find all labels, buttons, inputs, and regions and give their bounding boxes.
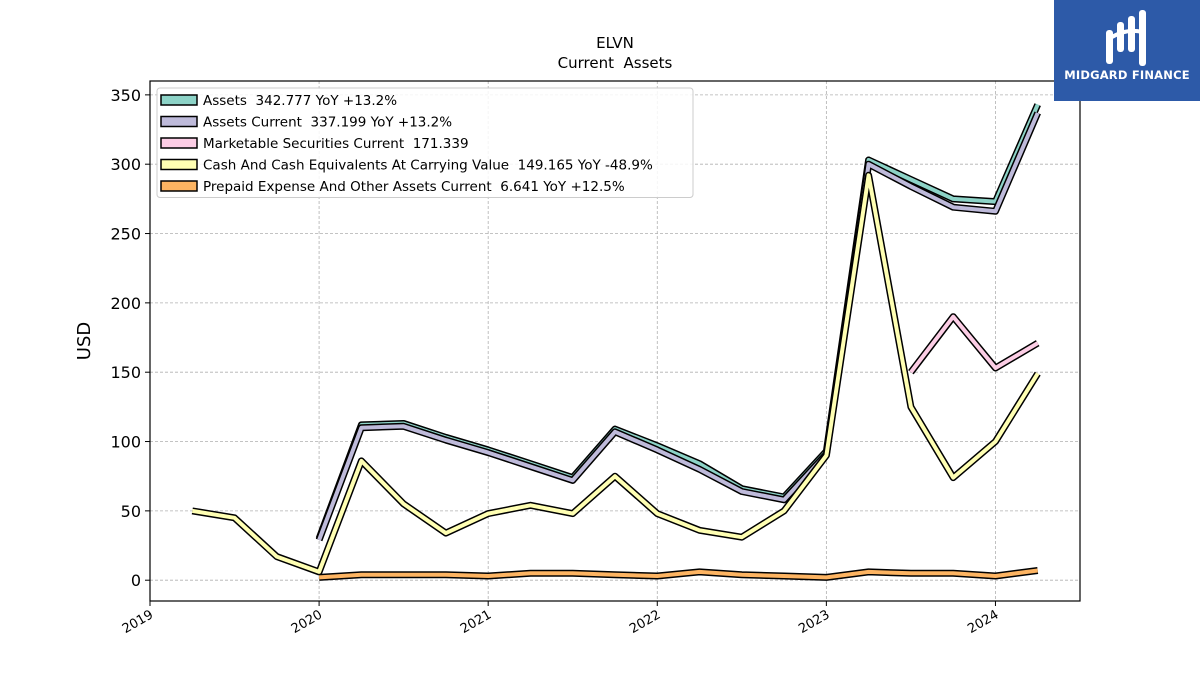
- legend-box: [156, 87, 694, 198]
- x-tick-label: 2019: [120, 607, 156, 637]
- legend: Assets 342.777 YoY +13.2% Assets Current …: [156, 87, 694, 198]
- series-line-3: [191, 173, 1040, 574]
- legend-swatch-1: [160, 115, 198, 128]
- y-axis-label: USD: [74, 322, 95, 360]
- legend-entry-3: Cash And Cash Equivalents At Carrying Va…: [203, 158, 653, 174]
- y-tick-label: 50: [121, 502, 141, 521]
- series-lines: [191, 103, 1041, 581]
- y-tick-label: 0: [131, 571, 141, 590]
- x-tick-label: 2024: [965, 607, 1001, 637]
- legend-entry-4: Prepaid Expense And Other Assets Current…: [203, 179, 625, 195]
- legend-entry-1: Assets Current 337.199 YoY +13.2%: [203, 115, 452, 131]
- legend-swatch-2: [160, 137, 198, 149]
- chart-title: ELVN: [596, 34, 634, 52]
- logo-icon: [1106, 10, 1146, 66]
- brand-logo: MIDGARD FINANCE: [1054, 0, 1200, 101]
- y-tick-label: 100: [110, 433, 141, 452]
- y-tick-label: 250: [110, 225, 141, 244]
- series-line-2: [909, 314, 1039, 374]
- chart-subtitle: Current Assets: [558, 54, 673, 72]
- x-tick-label: 2020: [289, 607, 325, 637]
- legend-entry-0: Assets 342.777 YoY +13.2%: [203, 93, 397, 109]
- logo-text: MIDGARD FINANCE: [1064, 68, 1190, 82]
- legend-entry-2: Marketable Securities Current 171.339: [203, 136, 469, 152]
- plot-frame: [149, 80, 1081, 602]
- legend-swatch-3: [160, 158, 198, 171]
- x-tick-label: 2022: [627, 607, 663, 637]
- y-tick-label: 300: [110, 155, 141, 174]
- series-line-4: [318, 568, 1038, 580]
- y-tick-label: 350: [110, 86, 141, 105]
- legend-swatch-0: [160, 94, 198, 106]
- y-tick-label: 150: [110, 363, 141, 382]
- x-tick-label: 2021: [458, 607, 494, 637]
- series-line-1: [317, 112, 1040, 541]
- x-tick-label: 2023: [796, 607, 832, 637]
- y-tick-label: 200: [110, 294, 141, 313]
- legend-swatch-4: [160, 180, 198, 192]
